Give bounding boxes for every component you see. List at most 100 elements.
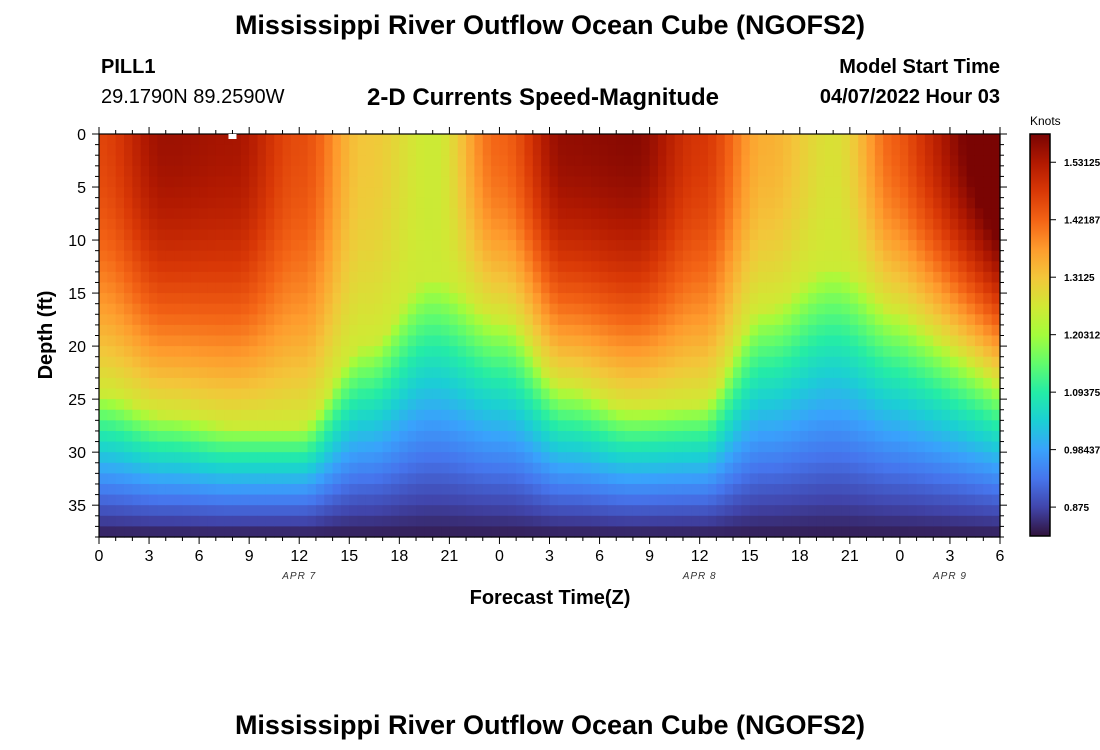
heatmap-cell bbox=[99, 155, 108, 167]
heatmap-cell bbox=[99, 324, 108, 337]
heatmap-cell bbox=[791, 187, 801, 199]
heatmap-cell bbox=[399, 441, 409, 453]
heatmap-cell bbox=[541, 282, 551, 294]
heatmap-cell bbox=[457, 462, 467, 474]
heatmap-cell bbox=[466, 261, 476, 273]
heatmap-cell bbox=[491, 165, 501, 178]
heatmap-cell bbox=[808, 356, 818, 368]
heatmap-cell bbox=[774, 303, 784, 315]
heatmap-cell bbox=[716, 494, 726, 506]
heatmap-cell bbox=[290, 134, 300, 146]
heatmap-cell bbox=[449, 187, 459, 199]
heatmap-cell bbox=[899, 399, 909, 411]
heatmap-cell bbox=[699, 399, 709, 411]
heatmap-cell bbox=[474, 430, 484, 443]
heatmap-cell bbox=[149, 197, 158, 209]
heatmap-cell bbox=[924, 218, 934, 231]
heatmap-cell bbox=[424, 367, 434, 379]
heatmap-cell bbox=[257, 208, 267, 220]
heatmap-cell bbox=[724, 187, 734, 199]
heatmap-cell bbox=[699, 261, 709, 273]
heatmap-cell bbox=[632, 441, 642, 453]
heatmap-cell bbox=[974, 324, 984, 337]
heatmap-cell bbox=[582, 452, 592, 464]
heatmap-cell bbox=[891, 505, 901, 517]
heatmap-cell bbox=[441, 165, 450, 178]
heatmap-cell bbox=[157, 367, 167, 379]
heatmap-cell bbox=[591, 494, 601, 506]
heatmap-cell bbox=[733, 441, 742, 453]
heatmap-cell bbox=[591, 324, 601, 337]
heatmap-cell bbox=[374, 165, 384, 178]
heatmap-cell bbox=[307, 526, 317, 538]
heatmap-cell bbox=[657, 324, 667, 337]
heatmap-cell bbox=[441, 494, 450, 506]
heatmap-cell bbox=[265, 187, 275, 199]
heatmap-cell bbox=[474, 399, 484, 411]
heatmap-cell bbox=[866, 229, 876, 241]
heatmap-cell bbox=[332, 155, 342, 167]
heatmap-cell bbox=[841, 165, 851, 178]
heatmap-cell bbox=[549, 377, 559, 390]
heatmap-cell bbox=[708, 420, 717, 432]
heatmap-cell bbox=[324, 208, 334, 220]
heatmap-cell bbox=[874, 409, 884, 421]
heatmap-cell bbox=[299, 144, 309, 156]
heatmap-cell bbox=[824, 420, 834, 432]
heatmap-cell bbox=[949, 218, 959, 231]
heatmap-cell bbox=[916, 134, 926, 146]
heatmap-cell bbox=[691, 356, 701, 368]
heatmap-cell bbox=[824, 240, 834, 252]
heatmap-cell bbox=[774, 271, 784, 284]
heatmap-cell bbox=[924, 271, 934, 284]
heatmap-cell bbox=[774, 293, 784, 305]
heatmap-cell bbox=[499, 346, 509, 358]
heatmap-cell bbox=[357, 229, 367, 241]
heatmap-cell bbox=[265, 314, 275, 326]
heatmap-cell bbox=[416, 441, 425, 453]
heatmap-cell bbox=[382, 505, 392, 517]
heatmap-cell bbox=[382, 187, 392, 199]
heatmap-cell bbox=[224, 293, 234, 305]
heatmap-cell bbox=[107, 473, 117, 485]
heatmap-cell bbox=[591, 208, 601, 220]
heatmap-cell bbox=[466, 515, 476, 527]
heatmap-cell bbox=[416, 526, 425, 538]
heatmap-cell bbox=[549, 494, 559, 506]
heatmap-cell bbox=[157, 462, 167, 474]
heatmap-cell bbox=[941, 155, 951, 167]
heatmap-cell bbox=[257, 356, 267, 368]
heatmap-cell bbox=[799, 420, 809, 432]
heatmap-cell bbox=[441, 356, 450, 368]
heatmap-cell bbox=[649, 462, 659, 474]
heatmap-cell bbox=[924, 324, 934, 337]
heatmap-cell bbox=[424, 144, 434, 156]
heatmap-cell bbox=[557, 430, 567, 443]
heatmap-cell bbox=[457, 240, 467, 252]
heatmap-cell bbox=[933, 505, 943, 517]
heatmap-cell bbox=[149, 441, 158, 453]
heatmap-cell bbox=[983, 346, 993, 358]
heatmap-cell bbox=[265, 367, 275, 379]
heatmap-cell bbox=[165, 282, 175, 294]
heatmap-cell bbox=[407, 526, 417, 538]
heatmap-cell bbox=[566, 187, 576, 199]
heatmap-cell bbox=[240, 526, 250, 538]
heatmap-cell bbox=[207, 303, 217, 315]
heatmap-cell bbox=[224, 430, 234, 443]
heatmap-cell bbox=[399, 367, 409, 379]
heatmap-cell bbox=[416, 346, 425, 358]
heatmap-cell bbox=[499, 526, 509, 538]
heatmap-cell bbox=[582, 218, 592, 231]
heatmap-cell bbox=[833, 452, 843, 464]
heatmap-cell bbox=[866, 452, 876, 464]
heatmap-cell bbox=[691, 367, 701, 379]
heatmap-cell bbox=[207, 271, 217, 284]
heatmap-cell bbox=[632, 367, 642, 379]
heatmap-cell bbox=[382, 261, 392, 273]
heatmap-cell bbox=[641, 505, 651, 517]
heatmap-cell bbox=[908, 261, 918, 273]
heatmap-cell bbox=[132, 494, 142, 506]
heatmap-cell bbox=[257, 218, 267, 231]
heatmap-cell bbox=[966, 356, 976, 368]
